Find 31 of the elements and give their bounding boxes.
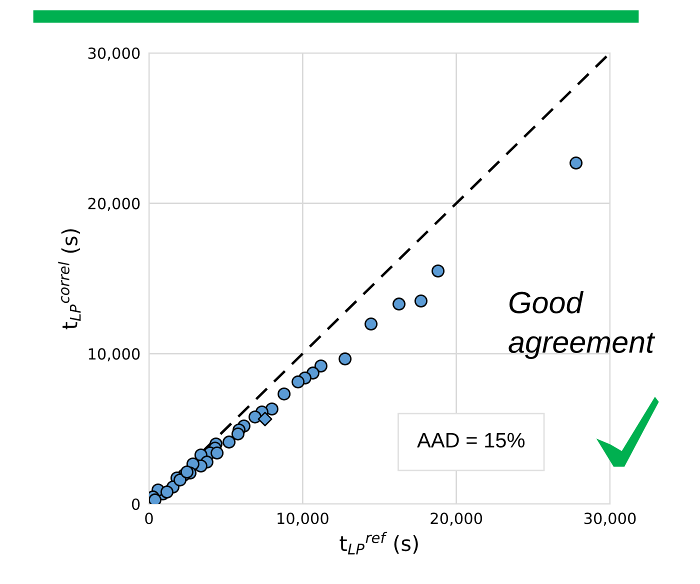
annotation: Good agreement [508, 290, 656, 360]
y-tick-label: 0 [132, 498, 140, 510]
point [570, 156, 583, 170]
point [278, 387, 291, 400]
y-tick-label: 30,000 [88, 47, 140, 61]
x-tick-label: 20,000 [430, 512, 482, 526]
y-tick-label: 10,000 [88, 348, 140, 362]
point [222, 436, 236, 449]
point [292, 375, 305, 388]
point [231, 427, 244, 440]
point [314, 359, 328, 372]
point [414, 294, 428, 308]
x-tick-label: 10,000 [278, 512, 328, 526]
point [210, 446, 224, 460]
point [149, 493, 162, 504]
point [338, 352, 352, 366]
point [174, 473, 187, 486]
point [392, 298, 406, 311]
point [364, 318, 378, 331]
x-tick-label: 0 [145, 512, 153, 524]
point [258, 412, 272, 426]
point [180, 465, 194, 478]
y-axis-title: t$_{LP}$$^{correl}$ (s) [58, 229, 81, 330]
point [265, 402, 278, 416]
x-tick-label: 30,000 [584, 512, 636, 526]
y-tick-label: 20,000 [88, 198, 140, 211]
point [248, 410, 262, 424]
x-axis-title: t$_{LP}$$^{ref}$ (s) [340, 532, 418, 554]
point [432, 264, 445, 278]
point [160, 485, 174, 498]
annotation: AAD = 15% [417, 432, 525, 448]
